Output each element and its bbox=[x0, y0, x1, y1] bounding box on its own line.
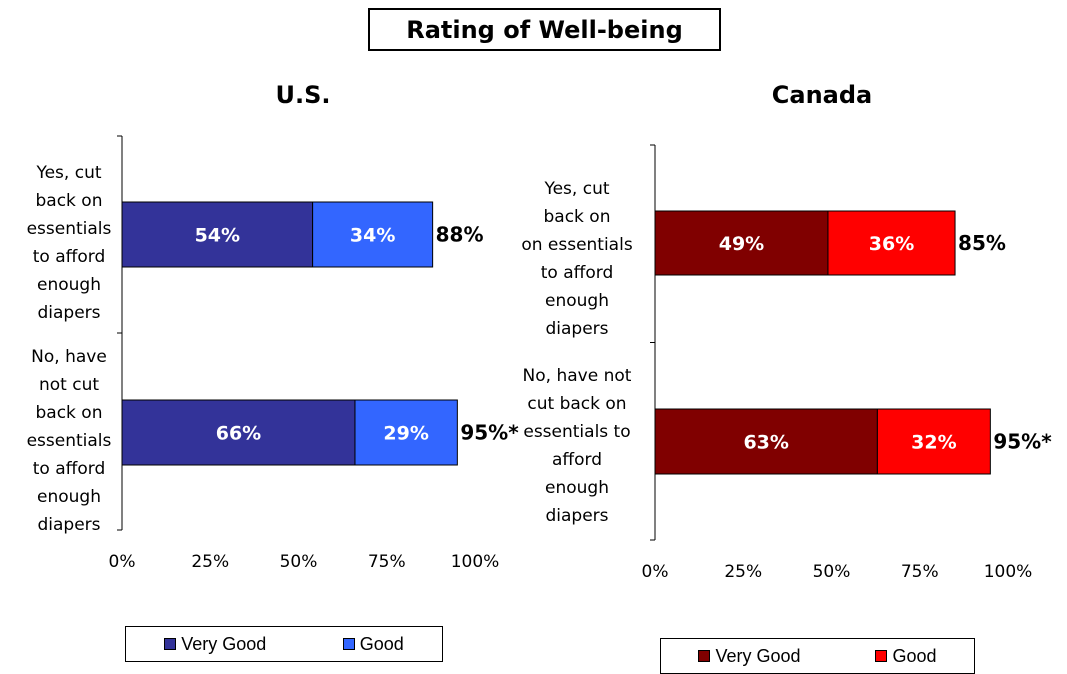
legend-swatch-good bbox=[342, 638, 355, 650]
category-label: No, have not cut back on essentials to affor… bbox=[27, 347, 112, 535]
category-label-line: cut back on bbox=[527, 394, 626, 414]
total-label: 88% bbox=[436, 223, 484, 247]
category-label-line: enough bbox=[545, 478, 609, 498]
bar-segment-good bbox=[827, 210, 956, 276]
legend-item-good: Good bbox=[875, 645, 937, 667]
canada-legend: Very Good Good bbox=[660, 638, 975, 674]
category-label-line: to afford bbox=[33, 459, 105, 479]
total-label: 85% bbox=[958, 231, 1006, 255]
category-label-line: back on bbox=[36, 191, 103, 211]
category-label-line: Yes, cut bbox=[35, 163, 101, 183]
category-label-line: enough bbox=[37, 275, 101, 295]
bar-segment-good bbox=[354, 399, 458, 466]
legend-item-very-good: Very Good bbox=[164, 634, 266, 655]
category-label-line: essentials bbox=[27, 431, 112, 451]
x-tick-label: 0% bbox=[642, 562, 669, 582]
data-label: 66% bbox=[216, 423, 261, 445]
legend-item-very-good: Very Good bbox=[698, 645, 801, 667]
panel-title: U.S. bbox=[275, 81, 330, 109]
category-label: Yes, cut back on essentials to afford enough… bbox=[27, 163, 112, 323]
category-label-line: to afford bbox=[33, 247, 105, 267]
x-tick-label: 75% bbox=[901, 562, 939, 582]
total-label: 95%* bbox=[993, 430, 1052, 454]
main-title: Rating of Well-being bbox=[368, 8, 721, 51]
bar-segment-very-good bbox=[121, 201, 314, 268]
total-label: 95%* bbox=[460, 421, 519, 445]
category-label-line: diapers bbox=[37, 303, 100, 323]
x-tick-label: 0% bbox=[109, 552, 136, 572]
legend-label-very-good: Very Good bbox=[181, 633, 267, 654]
category-label-line: on essentials bbox=[521, 235, 633, 255]
data-label: 36% bbox=[869, 233, 914, 255]
panel-title: Canada bbox=[772, 81, 872, 109]
data-label: 54% bbox=[195, 225, 240, 247]
category-label-line: essentials to bbox=[523, 422, 630, 442]
category-label-line: No, have not bbox=[523, 366, 632, 386]
x-tick-label: 25% bbox=[191, 552, 229, 572]
legend-label-very-good: Very Good bbox=[715, 645, 801, 666]
data-label: 34% bbox=[350, 225, 395, 247]
category-label-line: enough bbox=[545, 291, 609, 311]
legend-swatch-very-good bbox=[698, 650, 711, 662]
category-label-line: diapers bbox=[37, 515, 100, 535]
legend-label-good: Good bbox=[359, 633, 404, 654]
data-label: 49% bbox=[719, 233, 764, 255]
bar-segment-very-good bbox=[654, 408, 878, 475]
category-label-line: not cut bbox=[39, 375, 99, 395]
category-label-line: Yes, cut bbox=[543, 179, 609, 199]
legend-item-good: Good bbox=[342, 633, 404, 655]
x-tick-label: 25% bbox=[724, 562, 762, 582]
x-tick-label: 75% bbox=[368, 552, 406, 572]
bar-segment-very-good bbox=[121, 399, 356, 466]
legend-swatch-very-good bbox=[164, 638, 177, 650]
data-label: 32% bbox=[911, 432, 956, 454]
bar-segment-very-good bbox=[654, 210, 829, 276]
category-label: Yes, cut back on on essentials to afford eno… bbox=[521, 179, 633, 339]
canada-chart-panel: Canada 0% 25% 50% 75% 100% Yes, cut back on on e… bbox=[521, 81, 1052, 582]
x-tick-label: 100% bbox=[451, 552, 500, 572]
category-label: No, have not cut back on essentials to affo… bbox=[523, 366, 632, 526]
category-label-line: afford bbox=[552, 450, 602, 470]
category-label-line: back on bbox=[36, 403, 103, 423]
x-tick-label: 50% bbox=[813, 562, 851, 582]
category-label-line: back on bbox=[544, 207, 611, 227]
category-label-line: diapers bbox=[545, 319, 608, 339]
bar-segment-good bbox=[312, 201, 434, 268]
category-label-line: No, have bbox=[31, 347, 107, 367]
category-label-line: to afford bbox=[541, 263, 613, 283]
legend-swatch-good bbox=[875, 650, 888, 662]
legend-label-good: Good bbox=[892, 645, 937, 666]
category-label-line: essentials bbox=[27, 219, 112, 239]
bar-segment-good bbox=[876, 408, 991, 475]
data-label: 63% bbox=[743, 432, 788, 454]
x-tick-label: 50% bbox=[280, 552, 318, 572]
us-legend: Very Good Good bbox=[125, 626, 443, 662]
x-tick-label: 100% bbox=[984, 562, 1033, 582]
category-label-line: enough bbox=[37, 487, 101, 507]
category-label-line: diapers bbox=[545, 506, 608, 526]
data-label: 29% bbox=[383, 423, 428, 445]
us-chart-panel: U.S. 0% 25% 50% 75% 100% Yes, cut back on essent… bbox=[27, 81, 520, 572]
